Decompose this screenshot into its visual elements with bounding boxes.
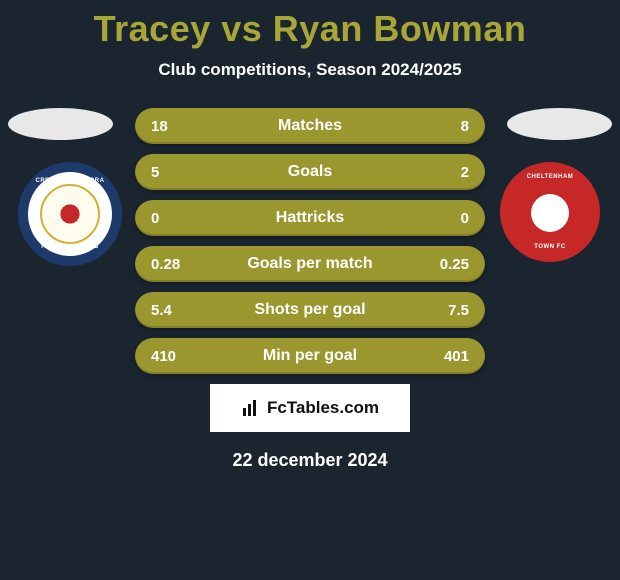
stat-row: 18 Matches 8 [135,108,485,144]
club-badge-left: CREWE ALEXANDRA FOOTBALL CLUB [18,162,122,266]
branding-logo-icon [241,398,261,418]
club-right-text-top: CHELTENHAM [527,174,574,180]
stat-right-value: 7.5 [448,302,469,319]
branding-text: FcTables.com [267,398,379,418]
branding-box: FcTables.com [210,384,410,432]
stat-label: Shots per goal [254,301,365,319]
stat-left-value: 18 [151,118,168,135]
stat-right-value: 8 [461,118,469,135]
stats-list: 18 Matches 8 5 Goals 2 0 Hattricks 0 0.2… [135,108,485,374]
stat-label: Matches [278,117,342,135]
stat-right-value: 0.25 [440,256,469,273]
stat-left-value: 0 [151,210,159,227]
stat-left-value: 5 [151,164,159,181]
stat-row: 0 Hattricks 0 [135,200,485,236]
comparison-date: 22 december 2024 [0,450,620,471]
comparison-title: Tracey vs Ryan Bowman [0,0,620,50]
stat-right-value: 401 [444,348,469,365]
player-photo-right [507,108,612,140]
stat-left-value: 5.4 [151,302,172,319]
club-left-inner [40,184,100,244]
player-photo-left [8,108,113,140]
comparison-subtitle: Club competitions, Season 2024/2025 [0,60,620,80]
club-right-text-bottom: TOWN FC [534,244,565,250]
stat-label: Goals [288,163,332,181]
stat-left-value: 0.28 [151,256,180,273]
lion-icon [53,197,87,231]
club-badge-right: CHELTENHAM TOWN FC [500,162,600,262]
club-left-text-bottom: FOOTBALL CLUB [41,244,98,250]
stat-label: Min per goal [263,347,357,365]
stat-row: 5.4 Shots per goal 7.5 [135,292,485,328]
stat-right-value: 2 [461,164,469,181]
stat-label: Hattricks [276,209,344,227]
stat-left-value: 410 [151,348,176,365]
comparison-content: CREWE ALEXANDRA FOOTBALL CLUB CHELTENHAM… [0,108,620,471]
stat-row: 0.28 Goals per match 0.25 [135,246,485,282]
ball-icon [531,194,569,232]
stat-row: 410 Min per goal 401 [135,338,485,374]
stat-row: 5 Goals 2 [135,154,485,190]
stat-right-value: 0 [461,210,469,227]
stat-label: Goals per match [247,255,372,273]
club-left-text-top: CREWE ALEXANDRA [36,178,105,184]
